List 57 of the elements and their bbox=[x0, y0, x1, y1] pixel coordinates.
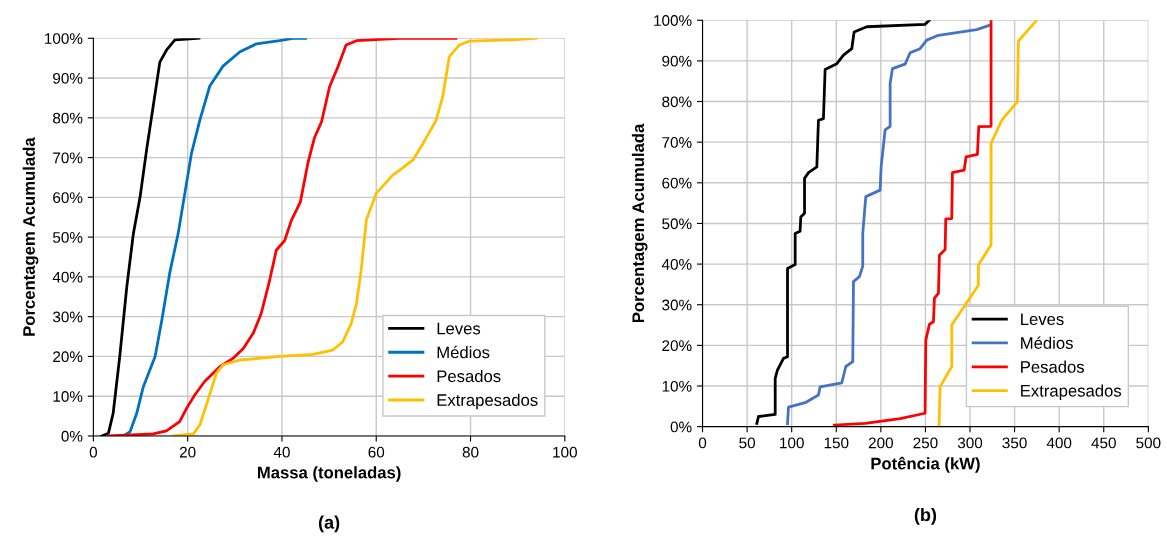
legend-label: Médios bbox=[437, 345, 490, 359]
legend-label: Leves bbox=[437, 322, 481, 335]
line-series bbox=[171, 38, 538, 436]
x-tick-label: 0 bbox=[89, 446, 98, 458]
x-tick-label: 80 bbox=[462, 446, 479, 458]
legend-label: Médios bbox=[1021, 336, 1073, 349]
y-tick-label: 50% bbox=[662, 218, 692, 230]
y-tick-label: 80% bbox=[53, 112, 83, 124]
y-tick-label: 90% bbox=[53, 72, 83, 84]
y-tick-label: 20% bbox=[53, 351, 83, 363]
line-series bbox=[833, 20, 993, 427]
x-tick-label: 200 bbox=[868, 437, 893, 449]
text: (b) bbox=[914, 507, 937, 525]
x-tick-label: 0 bbox=[698, 437, 707, 449]
y-tick-label: 90% bbox=[662, 55, 692, 67]
legend-label: Extrapesados bbox=[1021, 384, 1122, 400]
x-tick-label: 50 bbox=[739, 437, 756, 449]
x-tick-label: 400 bbox=[1046, 437, 1072, 449]
y-tick-label: 70% bbox=[53, 152, 83, 164]
legend-label: Pesados bbox=[1021, 360, 1085, 373]
legend-label: Extrapesados bbox=[437, 393, 538, 410]
y-axis-title: Porcentagem Acumulada bbox=[631, 123, 648, 323]
x-tick-label: 40 bbox=[273, 446, 290, 458]
x-tick-label: 100 bbox=[780, 437, 804, 449]
legend-label: Leves bbox=[1021, 313, 1064, 326]
y-tick-label: 70% bbox=[662, 137, 692, 148]
y-tick-label: 0% bbox=[670, 421, 692, 433]
y-tick-label: 40% bbox=[52, 271, 83, 283]
x-tick-label: 150 bbox=[824, 437, 849, 449]
y-tick-label: 60% bbox=[662, 177, 692, 189]
x-tick-label: 100 bbox=[553, 446, 577, 458]
y-tick-label: 40% bbox=[661, 258, 692, 270]
x-axis-title: Potência (kW) bbox=[871, 456, 980, 473]
x-tick-label: 250 bbox=[913, 437, 938, 449]
y-tick-label: 100% bbox=[45, 33, 83, 44]
x-tick-label: 450 bbox=[1091, 437, 1116, 449]
x-tick-label: 500 bbox=[1136, 437, 1161, 449]
y-tick-label: 0% bbox=[61, 430, 83, 442]
x-tick-label: 20 bbox=[179, 446, 196, 458]
x-tick-label: 60 bbox=[368, 446, 385, 458]
y-tick-label: 80% bbox=[662, 96, 692, 108]
y-tick-label: 30% bbox=[52, 311, 83, 323]
y-tick-label: 30% bbox=[662, 299, 692, 311]
y-tick-label: 100% bbox=[654, 15, 692, 26]
x-tick-label: 350 bbox=[1002, 437, 1027, 449]
x-axis-title: Massa (toneladas) bbox=[257, 466, 401, 482]
x-tick-label: 300 bbox=[957, 437, 983, 449]
legend-label: Pesados bbox=[437, 369, 501, 383]
text: (a) bbox=[318, 515, 340, 533]
y-tick-label: 50% bbox=[52, 231, 83, 243]
line-series bbox=[786, 23, 992, 426]
y-tick-label: 20% bbox=[662, 340, 692, 352]
y-axis-title: Porcentagem Acumulada bbox=[22, 137, 39, 336]
line-series bbox=[122, 38, 307, 436]
y-tick-label: 60% bbox=[53, 192, 83, 204]
y-tick-label: 10% bbox=[53, 391, 83, 402]
y-tick-label: 10% bbox=[662, 380, 692, 392]
